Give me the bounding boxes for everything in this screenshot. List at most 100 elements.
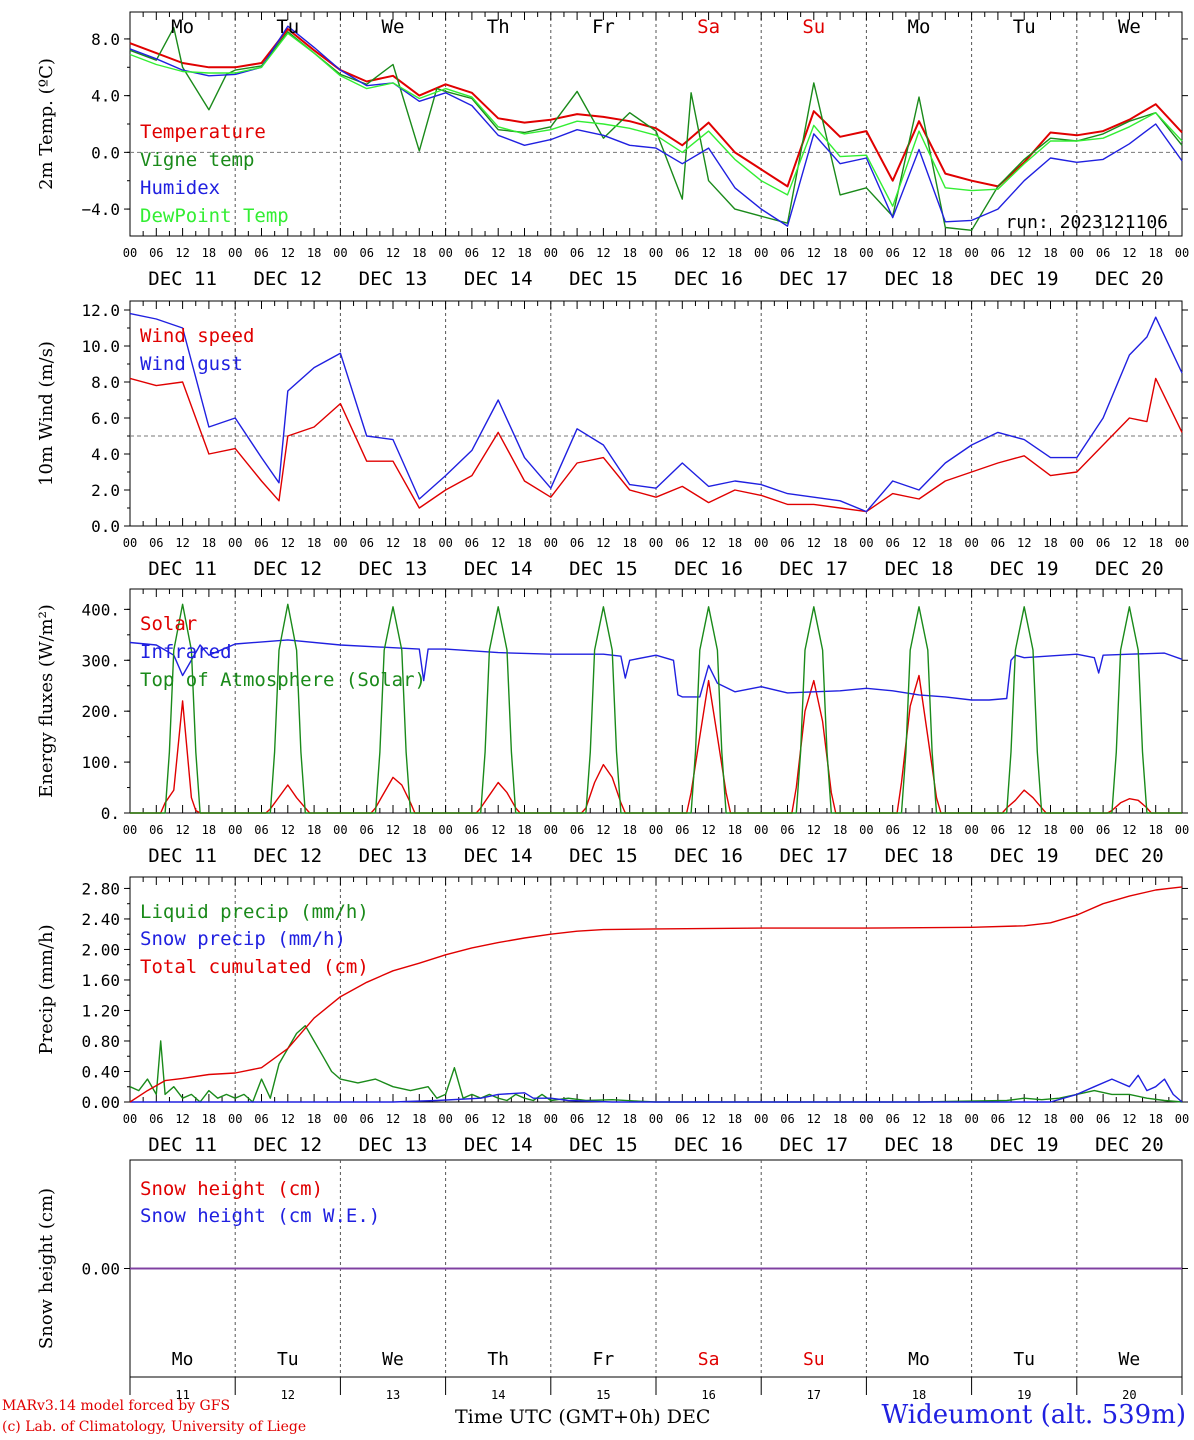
hour-tick-label: 00 [1070,823,1084,837]
date-label: DEC 12 [253,268,322,290]
y-tick-label: 0.40 [81,1062,120,1081]
series-line-infrared [129,639,1183,701]
series-line-liquid-precip-mm-h- [129,1024,1183,1103]
hour-tick-label: 18 [1043,823,1057,837]
weekday-label: Mo [908,1349,930,1370]
hour-tick-label: 12 [1122,246,1136,260]
weekday-label: We [382,1349,404,1370]
hour-tick-label: 18 [307,823,321,837]
date-label: DEC 15 [569,845,638,867]
hour-tick-label: 00 [544,823,558,837]
hour-tick-label: 18 [1148,536,1162,550]
hour-tick-label: 00 [333,1112,347,1126]
series-line-dewpoint-temp [129,32,1183,207]
hour-tick-label: 06 [885,1112,899,1126]
hour-tick-label: 06 [465,1112,479,1126]
hour-tick-label: 12 [701,536,715,550]
series-line-snow-precip-mm-h- [130,1074,1183,1103]
hour-tick-label: 06 [149,536,163,550]
weekday-label: Tu [277,1349,299,1370]
hour-tick-label: 12 [596,823,610,837]
date-label: DEC 16 [674,268,743,290]
hour-tick-label: 06 [1096,823,1110,837]
hour-tick-label: 06 [465,246,479,260]
hour-tick-label: 18 [833,536,847,550]
hour-tick-label: 12 [175,823,189,837]
hour-tick-label: 18 [517,823,531,837]
hour-tick-label: 06 [359,246,373,260]
date-label: DEC 17 [779,558,848,580]
hour-tick-label: 00 [228,246,242,260]
hour-tick-label: 18 [1043,536,1057,550]
hour-tick-label: 06 [149,823,163,837]
hour-tick-label: 18 [412,823,426,837]
hour-tick-label: 12 [596,1112,610,1126]
hour-tick-label: 00 [123,246,137,260]
hour-tick-label: 12 [912,246,926,260]
hour-tick-label: 00 [438,1112,452,1126]
legend-entry: Wind speed [140,325,254,347]
hour-tick-label: 06 [1096,246,1110,260]
y-axis-label: 10m Wind (m/s) [36,341,57,486]
weekday-label: Mo [171,16,194,38]
hour-tick-label: 00 [1070,1112,1084,1126]
hour-tick-label: 06 [991,536,1005,550]
y-tick-label: 8.0 [91,30,120,49]
hour-tick-label: 00 [228,823,242,837]
hour-tick-label: 18 [517,246,531,260]
legend-entry: Snow precip (mm/h) [140,928,346,950]
hour-tick-label: 00 [754,1112,768,1126]
hour-tick-label: 00 [649,246,663,260]
hour-tick-label: 12 [491,536,505,550]
hour-tick-label: 06 [570,536,584,550]
hour-tick-label: 12 [175,536,189,550]
hour-tick-label: 12 [281,1112,295,1126]
y-tick-label: 0.00 [81,1260,120,1279]
hour-tick-label: 00 [333,246,347,260]
legend-entry: Snow height (cm) [140,1178,323,1200]
y-tick-label: 400. [81,600,120,619]
hour-tick-label: 18 [517,536,531,550]
weekday-label: We [1118,16,1141,38]
date-label: DEC 20 [1095,1134,1164,1156]
hour-tick-label: 00 [544,1112,558,1126]
y-tick-label: 2.80 [81,879,120,898]
hour-tick-label: 06 [254,246,268,260]
hour-tick-label: 12 [1017,536,1031,550]
hour-tick-label: 12 [281,246,295,260]
day-number-label: 11 [175,1388,189,1402]
y-axis-label: Energy fluxes (W/m²) [36,604,57,798]
date-label: DEC 15 [569,1134,638,1156]
station-title: Wideumont (alt. 539m) [881,1400,1186,1430]
weekday-label: Mo [172,1349,194,1370]
date-label: DEC 14 [464,1134,533,1156]
hour-tick-label: 18 [202,536,216,550]
y-tick-label: 0. [101,804,120,823]
date-label: DEC 19 [990,558,1059,580]
date-label: DEC 14 [464,558,533,580]
hour-tick-label: 12 [912,1112,926,1126]
legend-entry: Vigne temp [140,149,254,171]
y-tick-label: 300. [81,651,120,670]
hour-tick-label: 12 [1017,823,1031,837]
weekday-label: Sa [698,1349,720,1370]
date-label: DEC 20 [1095,268,1164,290]
hour-tick-label: 12 [1122,1112,1136,1126]
hour-tick-label: 06 [359,536,373,550]
hour-tick-label: 06 [149,246,163,260]
hour-tick-label: 12 [807,1112,821,1126]
hour-tick-label: 18 [307,246,321,260]
legend-entry: Liquid precip (mm/h) [140,901,369,923]
hour-tick-label: 18 [622,823,636,837]
y-tick-label: 6.0 [91,409,120,428]
hour-tick-label: 18 [202,246,216,260]
hour-tick-label: 00 [964,536,978,550]
hour-tick-label: 12 [807,823,821,837]
hour-tick-label: 06 [359,1112,373,1126]
weekday-label: Fr [593,1349,615,1370]
hour-tick-label: 06 [675,823,689,837]
y-tick-label: 200. [81,702,120,721]
weekday-label: Tu [1013,16,1036,38]
hour-tick-label: 18 [622,1112,636,1126]
date-label: DEC 19 [990,845,1059,867]
